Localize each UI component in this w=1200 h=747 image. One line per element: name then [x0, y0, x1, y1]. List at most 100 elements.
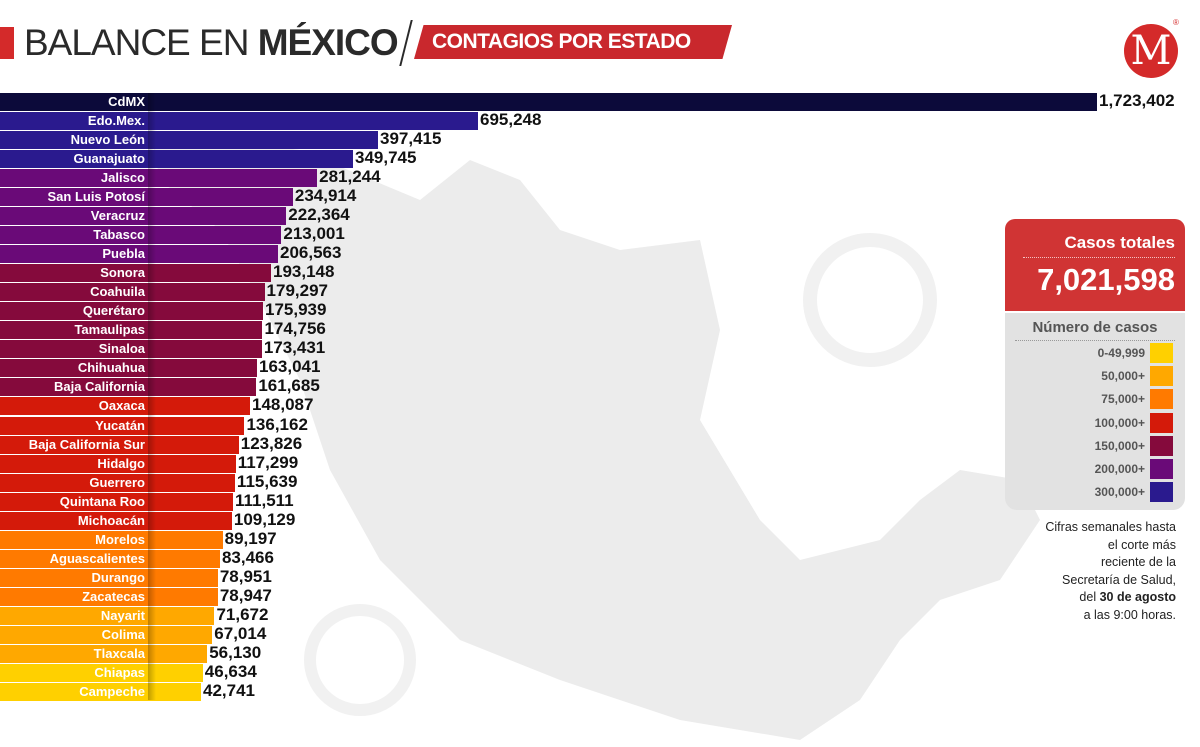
bar-category-label: Yucatán [95, 417, 145, 433]
bar-value-label: 78,951 [219, 566, 272, 586]
bar [0, 188, 293, 207]
bar-category-label: Quintana Roo [59, 493, 145, 509]
legend-label: 150,000+ [1094, 438, 1145, 453]
bar-row: Tabasco 213,001 [0, 224, 1200, 245]
legend-item: 50,000+ [1003, 366, 1173, 387]
bar [0, 169, 318, 188]
bar-value-label: 193,148 [273, 262, 335, 282]
bar-category-label: Nuevo León [70, 132, 145, 148]
milenio-logo: M [1124, 24, 1178, 78]
header-accent [0, 27, 14, 59]
legend-item: 150,000+ [1003, 435, 1173, 456]
bar-value-label: 349,745 [355, 148, 417, 168]
bar-row: Guerrero 115,639 [0, 472, 1200, 492]
bar-category-label: Chihuahua [77, 360, 145, 376]
bar-row: Veracruz 222,364 [0, 205, 1200, 226]
bar [0, 359, 257, 378]
bar-value-label: 281,244 [319, 167, 381, 187]
bar-category-label: Campeche [79, 683, 145, 699]
bar-category-label: Hidalgo [97, 455, 145, 471]
bar-value-label: 56,130 [209, 642, 262, 662]
legend-item: 300,000+ [1003, 482, 1173, 503]
bar-row: Quintana Roo 111,511 [0, 491, 1200, 511]
bar-category-label: Morelos [95, 531, 145, 547]
source-note: Cifras semanales hasta el corte más recien… [1045, 520, 1176, 622]
bar-value-label: 83,466 [221, 547, 274, 567]
bar-row: Sinaloa 173,431 [0, 338, 1200, 359]
bar-row: Oaxaca 148,087 [0, 395, 1200, 416]
bar [0, 340, 262, 359]
bar-row: Baja California Sur 123,826 [0, 433, 1200, 454]
bar [0, 207, 287, 226]
bar-row: Coahuila 179,297 [0, 281, 1200, 302]
legend-swatch [1150, 343, 1173, 363]
bar-category-label: Chiapas [94, 664, 145, 680]
bar [0, 150, 354, 169]
bar [0, 283, 265, 302]
bar-category-label: Sonora [100, 265, 145, 281]
bar-row: Querétaro 175,939 [0, 300, 1200, 321]
bar-value-label: 78,947 [219, 585, 272, 605]
bar-row: CdMX 1,723,402 [0, 91, 1200, 111]
bar [0, 226, 282, 245]
legend-item: 100,000+ [1003, 412, 1173, 433]
bar-row: Aguascalientes 83,466 [0, 547, 1200, 568]
bar-category-label: Nayarit [100, 607, 145, 623]
bar-value-label: 175,939 [264, 300, 327, 320]
bar-value-label: 163,041 [258, 357, 321, 377]
legend-label: 100,000+ [1094, 415, 1145, 430]
bar [0, 587, 218, 606]
bar-row: Campeche 42,741 [0, 680, 1200, 701]
bar-row: Durango 78,951 [0, 566, 1200, 587]
bar [0, 112, 478, 131]
bar-row: San Luis Potosí 234,914 [0, 186, 1200, 207]
bar-category-label: Veracruz [90, 208, 145, 224]
legend-swatch [1150, 412, 1173, 433]
bar-category-label: Colima [101, 626, 145, 642]
bar [0, 245, 279, 264]
bar-category-label: Tabasco [93, 227, 145, 243]
bar-category-label: Jalisco [100, 170, 145, 186]
bar-value-label: 71,672 [216, 604, 269, 624]
bar-row: Edo.Mex. 695,248 [0, 110, 1200, 131]
legend-label: 50,000+ [1101, 369, 1145, 384]
bar-value-label: 136,162 [246, 414, 308, 434]
bar [0, 473, 235, 492]
bar-value-label: 89,197 [224, 528, 277, 548]
bar-category-label: CdMX [108, 94, 145, 109]
bar-category-label: Guanajuato [73, 151, 145, 167]
bar-row: Chihuahua 163,041 [0, 357, 1200, 378]
bar-row: Hidalgo 117,299 [0, 453, 1200, 473]
legend-label: 75,000+ [1101, 392, 1145, 407]
bar-value-label: 397,415 [380, 129, 442, 149]
bar-value-label: 42,741 [203, 680, 255, 700]
total-cases-label: Casos totales [1023, 233, 1175, 258]
bar-value-label: 161,685 [258, 376, 320, 396]
bar-row: Baja California 161,685 [0, 376, 1200, 397]
bar-category-label: Oaxaca [98, 398, 145, 414]
bar-row: Sonora 193,148 [0, 262, 1200, 283]
bar-category-label: Tamaulipas [74, 322, 145, 338]
bar-category-label: Puebla [102, 246, 145, 262]
bar-row: Tamaulipas 174,756 [0, 319, 1200, 340]
bar [0, 568, 218, 587]
bar [0, 302, 263, 321]
bar [0, 530, 223, 549]
legend-label: 0-49,999 [1097, 346, 1145, 360]
legend-item: 0-49,999 [1003, 343, 1173, 363]
legend-label: 300,000+ [1094, 485, 1145, 500]
bar-category-label: Coahuila [90, 284, 145, 300]
legend-title: Número de casos [1015, 319, 1175, 341]
bar [0, 606, 215, 625]
bar-value-label: 148,087 [252, 395, 314, 415]
bar [0, 435, 239, 454]
bar [0, 625, 213, 644]
bar-value-label: 179,297 [266, 281, 328, 301]
bar-value-label: 173,431 [263, 338, 326, 358]
bar [0, 663, 203, 682]
bar-value-label: 123,826 [240, 433, 303, 453]
bar-category-label: Tlaxcala [93, 645, 145, 661]
total-cases-box: Casos totales 7,021,598 [1005, 219, 1185, 311]
